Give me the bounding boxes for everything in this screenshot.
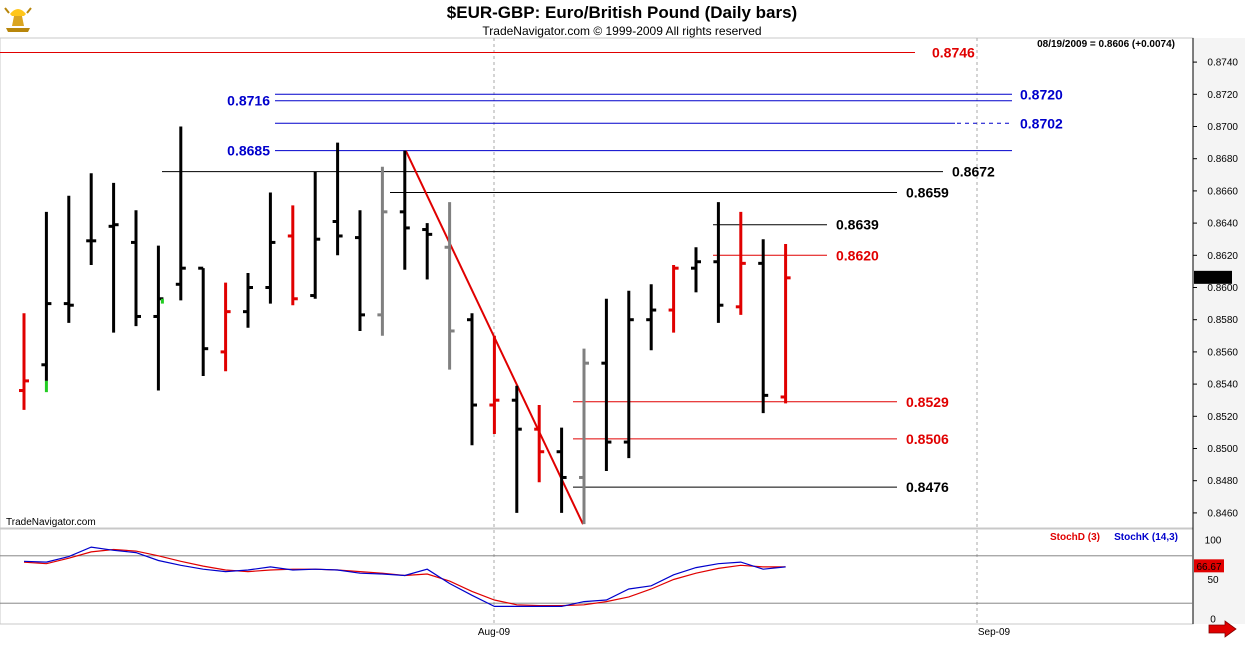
level-label: 0.8716 (227, 93, 270, 109)
red-right-arrow-icon[interactable] (1208, 620, 1237, 638)
y-tick-label: 0.8700 (1207, 122, 1238, 133)
last-price-tag-text: 0.8606 (1198, 273, 1229, 284)
y-tick-label: 0.8560 (1207, 347, 1238, 358)
y-tick-label: 0.8460 (1207, 508, 1238, 519)
level-label: 0.8685 (227, 143, 270, 159)
y-tick-label: 0.8740 (1207, 58, 1238, 69)
level-label: 0.8746 (932, 44, 975, 60)
chart-marks: Aug-09 Sep-09 0.8740 0.8720 0.8700 0.8680 0.86… (0, 38, 1238, 638)
stoch-y-tick-label: 0 (1210, 615, 1216, 626)
level-label: 0.8529 (906, 394, 949, 410)
y-tick-label: 0.8600 (1207, 283, 1238, 294)
stoch-series-line (23, 548, 786, 607)
stoch-y-tick-label: 50 (1207, 575, 1219, 586)
chart-title: $EUR-GBP: Euro/British Pound (Daily bars… (447, 3, 797, 22)
level-label: 0.8659 (906, 185, 949, 201)
stoch-value-tag (1194, 559, 1224, 573)
y-tick-label: 0.8660 (1207, 186, 1238, 197)
y-tick-label: 0.8540 (1207, 380, 1238, 391)
stoch-series-line (23, 546, 786, 608)
y-tick-label: 0.8580 (1207, 315, 1238, 326)
y-tick-label: 0.8520 (1207, 412, 1238, 423)
header: $EUR-GBP: Euro/British Pound (Daily bars… (2, 2, 797, 38)
stoch-d-legend: StochD (3) (1050, 532, 1100, 543)
gold-bull-logo-icon[interactable] (2, 2, 34, 34)
level-label: 0.8720 (1020, 86, 1063, 102)
y-tick-label: 0.8620 (1207, 251, 1238, 262)
level-label: 0.8639 (836, 217, 879, 233)
stoch-value-tag-text: 66.67 (1196, 562, 1221, 573)
level-label: 0.8672 (952, 164, 995, 180)
level-label: 0.8506 (906, 431, 949, 447)
level-label: 0.8702 (1020, 115, 1063, 131)
y-tick-label: 0.8500 (1207, 444, 1238, 455)
level-label: 0.8620 (836, 247, 879, 263)
y-tick-label: 0.8640 (1207, 219, 1238, 230)
last-price-tag (1194, 270, 1232, 284)
x-axis-label: Aug-09 (478, 627, 511, 638)
y-tick-label: 0.8480 (1207, 476, 1238, 487)
chart-subtitle: TradeNavigator.com © 1999-2009 All right… (482, 24, 761, 38)
x-axis-label: Sep-09 (978, 627, 1011, 638)
stoch-y-tick-label: 100 (1205, 536, 1222, 547)
last-quote-label: 08/19/2009 = 0.8606 (+0.0074) (1037, 39, 1175, 50)
y-axis-area (1193, 38, 1245, 624)
indicator-panel-frame (0, 528, 1194, 625)
watermark: TradeNavigator.com (6, 517, 96, 528)
level-label: 0.8476 (906, 479, 949, 495)
stoch-k-legend: StochK (14,3) (1114, 532, 1178, 543)
y-tick-label: 0.8720 (1207, 90, 1238, 101)
y-tick-label: 0.8680 (1207, 154, 1238, 165)
